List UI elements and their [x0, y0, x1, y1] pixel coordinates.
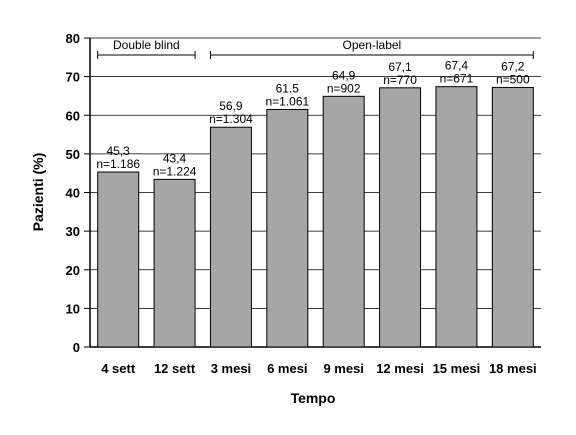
bar: [97, 171, 140, 348]
y-tick-label: 70: [66, 70, 80, 85]
bar-value-label: 43,4: [163, 151, 187, 165]
bar-value-label: 67,1: [388, 60, 412, 74]
y-tick-label: 50: [66, 147, 80, 162]
y-tick-label: 0: [73, 340, 80, 355]
bar-value-label: 45,3: [107, 144, 131, 158]
bar-value-label: 67,2: [501, 59, 525, 73]
bar-value-label: 61.5: [276, 81, 300, 95]
bar-value-label: 56,9: [219, 99, 243, 113]
bar: [153, 178, 196, 348]
bar: [322, 95, 365, 348]
x-axis-title: Tempo: [291, 390, 336, 406]
y-axis-title: Pazienti (%): [30, 153, 46, 232]
y-tick-label: 40: [66, 186, 80, 201]
phase-brackets: Double blind Open-label: [97, 38, 534, 59]
bar: [379, 87, 422, 348]
x-tick-label: 4 sett: [101, 361, 136, 376]
x-tick-label: 12 mesi: [376, 361, 424, 376]
x-tick-label: 15 mesi: [433, 361, 481, 376]
y-tick-label: 10: [66, 301, 80, 316]
bar: [209, 126, 252, 348]
bar-n-label: n=671: [440, 72, 474, 86]
bar-n-label: n=1.061: [265, 94, 309, 108]
bar-n-label: n=902: [327, 81, 361, 95]
x-tick-label: 6 mesi: [267, 361, 307, 376]
bar: [435, 86, 478, 348]
y-tick-label: 30: [66, 224, 80, 239]
bar-value-label: 64,9: [332, 68, 356, 82]
bar: [266, 108, 309, 348]
x-axis-categories: 4 sett 12 sett 3 mesi 6 mesi 9 mesi 12 mesi 15…: [101, 361, 536, 376]
bar-n-label: n=1.304: [209, 112, 253, 126]
x-tick-label: 9 mesi: [323, 361, 363, 376]
phase-label: Double blind: [113, 38, 180, 52]
y-tick-label: 60: [66, 108, 80, 123]
y-tick-label: 20: [66, 263, 80, 278]
x-tick-label: 12 sett: [154, 361, 196, 376]
bar-n-label: n=1.186: [96, 157, 140, 171]
bar-n-label: n=500: [496, 72, 530, 86]
x-tick-label: 18 mesi: [489, 361, 537, 376]
bar: [491, 86, 534, 348]
bar-value-label: 67,4: [445, 59, 469, 73]
phase-label: Open-label: [343, 38, 402, 52]
bars: [97, 86, 534, 348]
bar-n-label: n=1.224: [153, 164, 197, 178]
y-tick-label: 80: [66, 31, 80, 46]
x-tick-label: 3 mesi: [211, 361, 251, 376]
bar-n-label: n=770: [383, 73, 417, 87]
